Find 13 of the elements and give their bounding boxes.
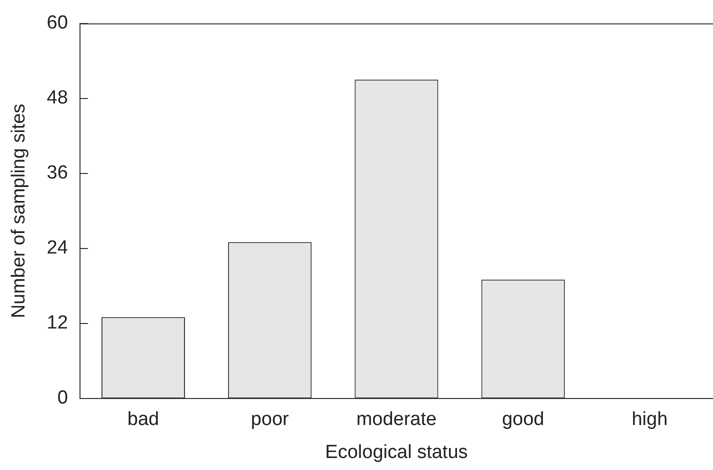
x-axis-title: Ecological status: [325, 442, 468, 463]
y-tick-label: 48: [46, 88, 68, 109]
y-tick-label: 24: [46, 238, 68, 259]
x-tick-label: poor: [250, 409, 290, 430]
x-tick-label: bad: [127, 409, 160, 430]
y-tick-label: 12: [46, 312, 68, 334]
y-tick-label: 60: [46, 12, 68, 34]
y-axis-title: Number of sampling sites: [8, 104, 30, 318]
x-tick-label: moderate: [356, 409, 437, 430]
x-tick-label: high: [632, 409, 668, 430]
x-tick-label: good: [502, 409, 544, 430]
y-tick-label: 0: [57, 388, 68, 409]
y-tick-label: 36: [46, 162, 68, 184]
